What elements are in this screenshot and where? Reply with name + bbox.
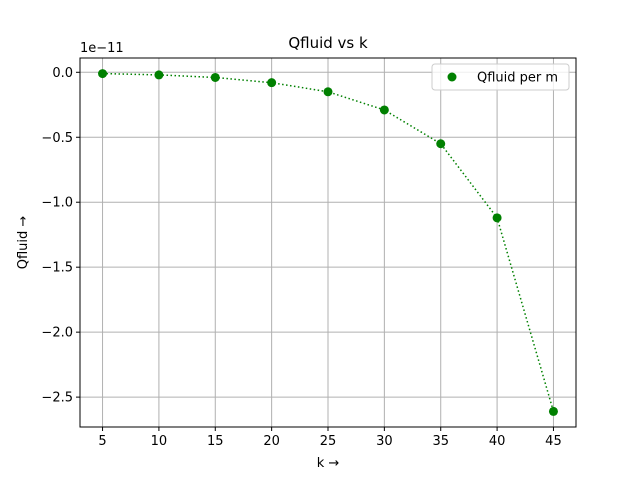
y-tick-label: −1.5 [41,261,73,276]
data-point [323,87,333,97]
x-tick-label: 10 [151,434,168,449]
x-tick-label: 45 [545,434,562,449]
data-point [379,105,389,115]
chart-title: Qfluid vs k [288,34,368,52]
y-tick-label: −0.5 [41,131,73,146]
x-tick-label: 5 [98,434,106,449]
data-point [267,78,277,88]
series-layer [98,69,558,416]
data-point [548,406,558,416]
data-point [98,69,108,79]
y-tick-label: 0.0 [52,66,73,81]
y-offset-label: 1e−11 [80,41,124,56]
legend-label: Qfluid per m [477,71,558,86]
x-tick-label: 20 [263,434,280,449]
data-point [210,72,220,82]
x-tick-label: 40 [489,434,506,449]
x-tick-label: 15 [207,434,224,449]
x-tick-label: 25 [320,434,337,449]
series-line [102,72,555,412]
data-point [492,213,502,223]
data-point [436,139,446,149]
legend-box [431,63,570,91]
y-tick-label: −2.0 [41,326,73,341]
y-tick-label: −1.0 [41,196,73,211]
x-axis-label: k → [317,456,340,471]
x-tick-label: 30 [376,434,393,449]
y-tick-label: −2.5 [41,391,73,406]
x-tick-label: 35 [432,434,449,449]
data-point [154,70,164,80]
legend-marker [447,72,457,82]
legend: Qfluid per m [431,63,570,91]
ticks: 5 10 15 20 25 30 35 40 45 0.0 −0.5 −1.0 −1.5 −2.0 −2.5 [41,66,561,449]
y-axis-label: Qfluid → [16,216,31,270]
grid [80,58,576,427]
